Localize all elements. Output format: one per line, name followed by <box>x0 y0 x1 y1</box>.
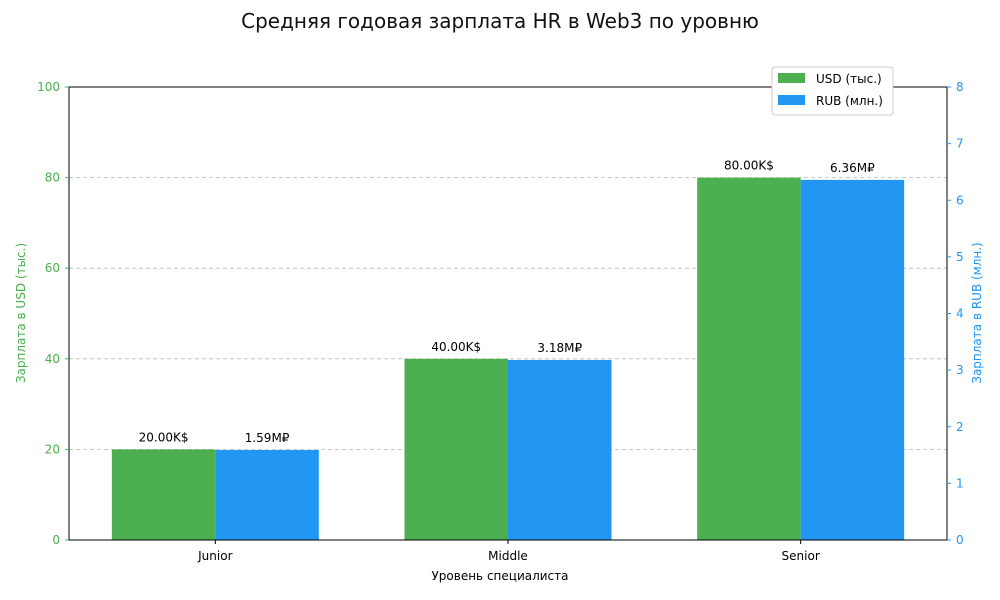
bar-value-label: 6.36M₽ <box>830 161 875 175</box>
bar-value-label: 40.00K$ <box>431 340 481 354</box>
left-y-axis-label: Зарплата в USD (тыс.) <box>14 243 28 383</box>
left-tick-label: 80 <box>45 171 60 185</box>
bar-labels: 20.00K$ 1.59M₽ 40.00K$ 3.18M₽ 80.00K$ 6.36M₽ <box>139 159 875 445</box>
x-tick-label: Junior <box>197 549 232 563</box>
bar-left-junior <box>111 449 216 540</box>
left-tick-label: 100 <box>37 80 60 94</box>
bars <box>111 177 905 541</box>
left-axis-ticks: 0 20 40 60 80 100 <box>37 80 69 547</box>
right-tick-label: 6 <box>956 193 964 207</box>
bar-left-senior <box>697 177 801 540</box>
right-tick-label: 2 <box>956 420 964 434</box>
legend-label: USD (тыс.) <box>816 72 882 86</box>
right-tick-label: 4 <box>956 307 964 321</box>
right-tick-label: 3 <box>956 363 964 377</box>
left-tick-label: 0 <box>52 533 60 547</box>
legend-swatch <box>778 95 805 105</box>
bar-value-label: 1.59M₽ <box>245 431 290 445</box>
bar-value-label: 80.00K$ <box>724 159 774 173</box>
left-tick-label: 40 <box>45 352 60 366</box>
right-tick-label: 7 <box>956 137 964 151</box>
right-y-axis-label: Зарплата в RUB (млн.) <box>970 242 984 384</box>
x-axis-label: Уровень специалиста <box>431 569 568 583</box>
legend-swatch <box>778 73 805 83</box>
right-tick-label: 5 <box>956 250 964 264</box>
right-tick-label: 8 <box>956 80 964 94</box>
right-axis-ticks: 0 1 2 3 4 5 6 7 8 <box>947 80 964 547</box>
bar-right-middle <box>508 359 612 540</box>
chart-title: Средняя годовая зарплата HR в Web3 по ур… <box>241 9 759 33</box>
right-tick-label: 1 <box>956 476 964 490</box>
legend: USD (тыс.) RUB (млн.) <box>771 66 894 116</box>
bar-left-middle <box>404 358 508 540</box>
x-tick-label: Middle <box>488 549 528 563</box>
right-tick-label: 0 <box>956 533 964 547</box>
x-axis-ticks: Junior Middle Senior <box>197 540 820 563</box>
bar-right-senior <box>800 179 905 541</box>
legend-label: RUB (млн.) <box>816 94 883 108</box>
bar-value-label: 20.00K$ <box>139 430 189 444</box>
left-tick-label: 20 <box>45 442 60 456</box>
x-tick-label: Senior <box>782 549 820 563</box>
bar-right-junior <box>215 449 319 540</box>
bar-value-label: 3.18M₽ <box>537 341 582 355</box>
left-tick-label: 60 <box>45 261 60 275</box>
